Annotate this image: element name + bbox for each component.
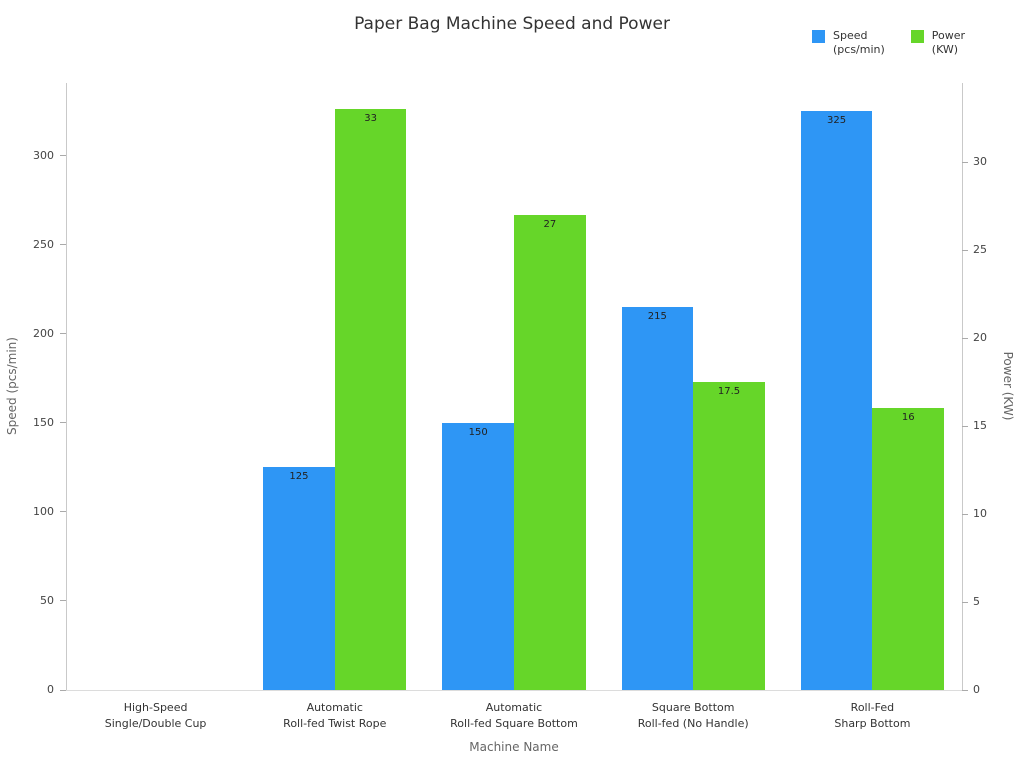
bar-value-label: 27 — [543, 218, 557, 230]
y-axis-left-tick — [60, 689, 66, 691]
y-axis-right-tick — [962, 249, 968, 251]
y-axis-right-tick — [962, 425, 968, 427]
x-axis-tick-label: Automatic Roll-fed Square Bottom — [450, 701, 578, 730]
legend-label-power: Power (KW) — [931, 29, 966, 57]
x-axis-tick-label: Square Bottom Roll-fed (No Handle) — [637, 701, 749, 730]
y-axis-right-tick-label: 15 — [973, 419, 987, 433]
x-axis-tick-label: Automatic Roll-fed Twist Rope — [283, 701, 387, 730]
y-axis-right-tick-label: 20 — [973, 331, 987, 345]
bar-value-label: 125 — [289, 471, 309, 483]
legend-item-speed: Speed (pcs/min) — [812, 29, 885, 58]
bar-value-label: 215 — [647, 311, 667, 323]
y-axis-left-tick-label: 150 — [33, 415, 54, 429]
chart-title: Paper Bag Machine Speed and Power — [354, 14, 670, 34]
y-axis-left-tick — [60, 422, 66, 424]
bar-speed — [442, 422, 514, 690]
y-axis-left-spine — [66, 83, 67, 690]
bar-power — [872, 408, 945, 690]
plot-area: 0 50 100 150 200 250 300 0 5 10 15 20 25 30 125 150 215 3… — [33, 83, 987, 730]
y-axis-left-tick-label: 50 — [40, 593, 54, 607]
legend-item-power: Power (KW) — [910, 29, 966, 58]
y-axis-right-tick-label: 0 — [973, 683, 980, 696]
y-axis-right-spine — [962, 83, 963, 690]
y-axis-right-tick — [962, 689, 968, 691]
bar-value-label: 16 — [901, 412, 915, 424]
bar-power — [334, 109, 407, 690]
y-axis-left-tick — [60, 600, 66, 602]
y-axis-left-tick-label: 200 — [33, 326, 54, 340]
y-axis-right-tick — [962, 513, 968, 515]
bar-value-label: 33 — [364, 113, 377, 125]
legend: Speed (pcs/min) Power (KW) — [812, 29, 965, 58]
y-axis-left-tick-label: 250 — [33, 237, 54, 251]
legend-swatch-power — [910, 30, 924, 43]
x-axis-tick-label: High-Speed Single/Double Cup — [104, 701, 207, 730]
bar-speed — [800, 111, 873, 690]
legend-label-speed: Speed (pcs/min) — [833, 29, 885, 57]
bar-value-label: 150 — [468, 426, 488, 438]
y-axis-label-right: Power (KW) — [1001, 351, 1015, 421]
bar-speed — [621, 307, 694, 690]
x-axis-tick-label: Roll-Fed Sharp Bottom — [834, 701, 911, 730]
y-axis-right-tick-label: 30 — [973, 155, 987, 169]
y-axis-left-tick — [60, 511, 66, 513]
y-axis-left-tick-label: 100 — [33, 504, 54, 518]
y-axis-right-tick — [962, 161, 968, 163]
y-axis-right-tick-label: 25 — [973, 243, 987, 257]
y-axis-left-tick — [60, 244, 66, 246]
bar-speed — [263, 467, 335, 690]
y-axis-right-tick — [962, 601, 968, 603]
x-axis-label: Machine Name — [469, 740, 559, 754]
y-axis-left-tick — [60, 333, 66, 335]
bar-power — [693, 382, 765, 690]
y-axis-right-tick-label: 10 — [973, 507, 987, 521]
bar-value-label: 325 — [827, 115, 847, 127]
bar-power — [514, 214, 586, 690]
legend-swatch-speed — [812, 30, 825, 43]
y-axis-left-tick — [60, 155, 66, 157]
y-axis-right-tick — [962, 337, 968, 339]
y-axis-right-tick-label: 5 — [973, 595, 980, 609]
y-axis-left-tick-label: 0 — [47, 683, 54, 696]
y-axis-left-tick-label: 300 — [33, 148, 54, 162]
x-axis-spine — [66, 690, 963, 691]
bar-value-label: 17.5 — [717, 386, 741, 398]
